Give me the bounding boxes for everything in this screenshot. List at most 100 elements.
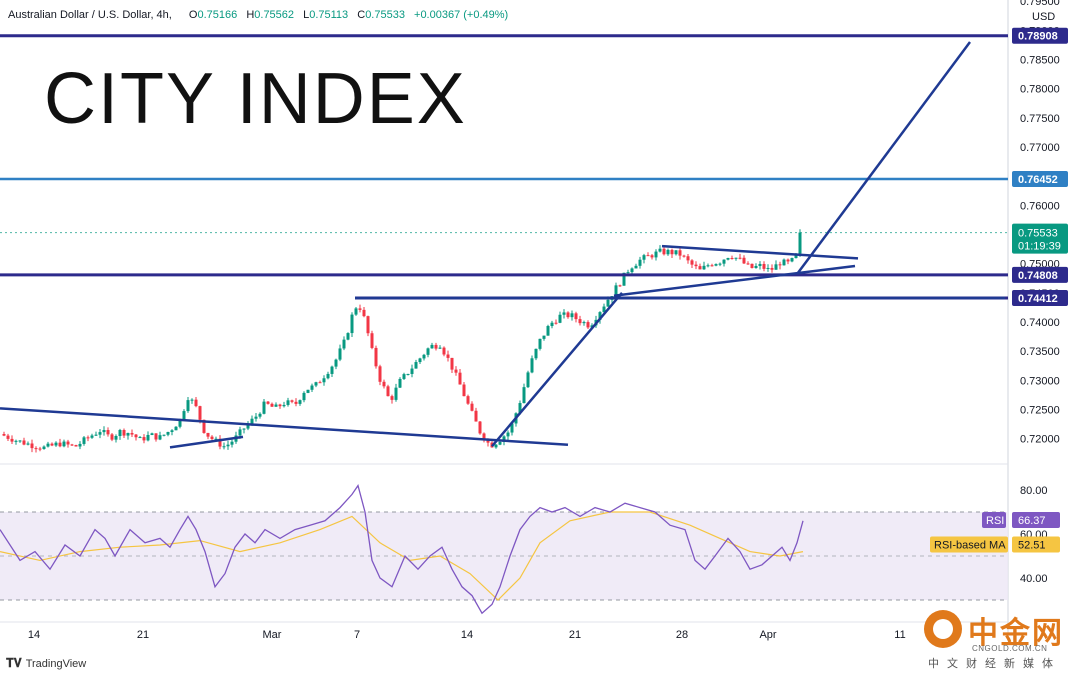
candle [402, 372, 406, 380]
candle [338, 344, 342, 362]
candle-body [74, 445, 78, 447]
candle [314, 381, 318, 388]
candle-body [470, 403, 474, 411]
candle-body [718, 263, 722, 265]
candle-body [366, 316, 370, 334]
candle [70, 443, 74, 446]
candle-body [98, 432, 102, 435]
candle-body [394, 387, 398, 400]
candle-body [330, 366, 334, 374]
candle [682, 254, 686, 258]
candle-body [450, 357, 454, 370]
candle-body [122, 430, 126, 436]
candle [334, 358, 338, 370]
candle-body [498, 441, 502, 445]
candle-body [86, 437, 90, 439]
candle [474, 407, 478, 422]
candle [226, 440, 230, 450]
candle [762, 261, 766, 272]
candle [126, 432, 130, 440]
candle [322, 375, 326, 386]
candle [90, 433, 94, 439]
candle-body [406, 373, 410, 375]
candle-body [430, 344, 434, 349]
rsi-ma-name-tag [930, 536, 1008, 553]
candle [346, 332, 350, 341]
candle-body [358, 308, 362, 310]
candle-body [178, 419, 182, 427]
candle-body [346, 333, 350, 340]
candle [538, 338, 542, 351]
candle [310, 383, 314, 393]
candle [6, 433, 10, 441]
candle-body [306, 389, 310, 393]
candle [642, 253, 646, 264]
candle [326, 371, 330, 380]
candle [398, 377, 402, 389]
rsi-value-label: 66.37 [1018, 515, 1046, 527]
candle-body [290, 400, 294, 402]
rsi-tick-label: 40.00 [1020, 573, 1048, 585]
candle [658, 245, 662, 253]
candle [182, 409, 186, 421]
candle [574, 311, 578, 323]
candle [330, 365, 334, 377]
candle-body [282, 404, 286, 407]
current-price-tag [1012, 223, 1068, 254]
candle [638, 256, 642, 269]
candle-body [158, 435, 162, 440]
candle-body [582, 322, 586, 324]
candle-body [474, 410, 478, 422]
candle [562, 309, 566, 319]
candle [22, 437, 26, 446]
candle [114, 434, 118, 443]
candle [746, 261, 750, 265]
candle-body [354, 308, 358, 315]
level-tag [1012, 27, 1068, 44]
trendline [613, 264, 856, 297]
candle [698, 263, 702, 270]
candle-body [670, 249, 674, 255]
candle [86, 435, 90, 442]
candle [702, 261, 706, 270]
candle-body [742, 257, 746, 264]
price-tick-label: 0.73500 [1020, 346, 1060, 358]
price-tick-label: 0.77000 [1020, 142, 1060, 154]
candle-body [350, 314, 354, 334]
candle-body [94, 434, 98, 436]
candle-body [266, 401, 270, 404]
candle [190, 398, 194, 404]
candle [466, 394, 470, 405]
candle-body [30, 443, 34, 449]
candle [242, 428, 246, 434]
candle-body [42, 446, 46, 450]
candle-body [482, 433, 486, 441]
time-tick-label: 11 [894, 629, 905, 641]
candle [254, 413, 258, 422]
candle [742, 255, 746, 265]
candle [730, 255, 734, 260]
candle [674, 250, 678, 256]
candle-body [570, 313, 574, 318]
candle-body [242, 428, 246, 430]
candle [102, 426, 106, 436]
candle [306, 389, 310, 394]
candle-body [598, 312, 602, 320]
countdown-label: 01:19:39 [1018, 241, 1061, 253]
trendline [795, 41, 972, 275]
candle [258, 412, 262, 419]
candle-body [218, 438, 222, 447]
candle-body [130, 433, 134, 435]
candle [482, 432, 486, 443]
candle-body [630, 268, 634, 273]
candle-body [778, 264, 782, 266]
candle [58, 438, 62, 448]
cngold-logo-icon [924, 610, 962, 648]
candle-body [770, 267, 774, 270]
candle-body [694, 264, 698, 267]
candle [246, 421, 250, 431]
candle-body [322, 378, 326, 383]
candle-body [66, 441, 70, 445]
chart-header: Australian Dollar / U.S. Dollar, 4h, O0.… [8, 9, 514, 21]
candle-body [126, 433, 130, 436]
